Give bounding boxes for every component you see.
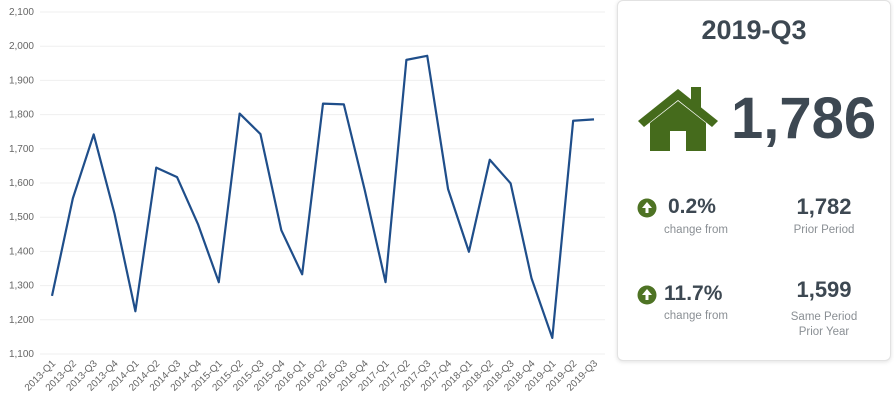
chart: 1,100 1,200 1,300 1,400 1,500 1,600 1,700 1,800… <box>9 7 605 394</box>
change-label: change from <box>664 224 728 236</box>
compare-value: 1,782 <box>796 194 852 219</box>
up-arrow <box>637 198 657 218</box>
compare-value: 1,599 <box>796 277 852 302</box>
y-tick-label: 1,200 <box>9 315 34 326</box>
y-tick-label: 1,800 <box>9 110 34 121</box>
change-pct: 11.7% <box>664 282 723 305</box>
up-arrow <box>637 285 657 305</box>
change-pct: 0.2% <box>668 195 716 218</box>
y-tick-label: 2,100 <box>9 7 34 18</box>
kpi-value: 1,786 <box>731 86 877 151</box>
line <box>50 54 595 340</box>
house-icon <box>638 87 718 151</box>
y-tick-label: 2,000 <box>9 41 34 52</box>
change-label: change from <box>664 310 728 322</box>
y-tick-label: 1,900 <box>9 75 34 86</box>
y-tick-label: 1,400 <box>9 246 34 257</box>
compare-label: Prior Period <box>793 224 855 236</box>
compare-label: Same Period Prior Year <box>790 311 858 338</box>
y-tick-label: 1,500 <box>9 212 34 223</box>
y-tick-label: 1,700 <box>9 144 34 155</box>
y-tick-label: 1,300 <box>9 281 34 292</box>
period: 2019-Q3 <box>701 15 807 45</box>
y-tick-label: 1,600 <box>9 178 34 189</box>
y-tick-label: 1,100 <box>9 349 34 360</box>
kpi-card: 2019-Q3 1,786 0.2% change from 1,782 Pri… <box>617 0 891 361</box>
